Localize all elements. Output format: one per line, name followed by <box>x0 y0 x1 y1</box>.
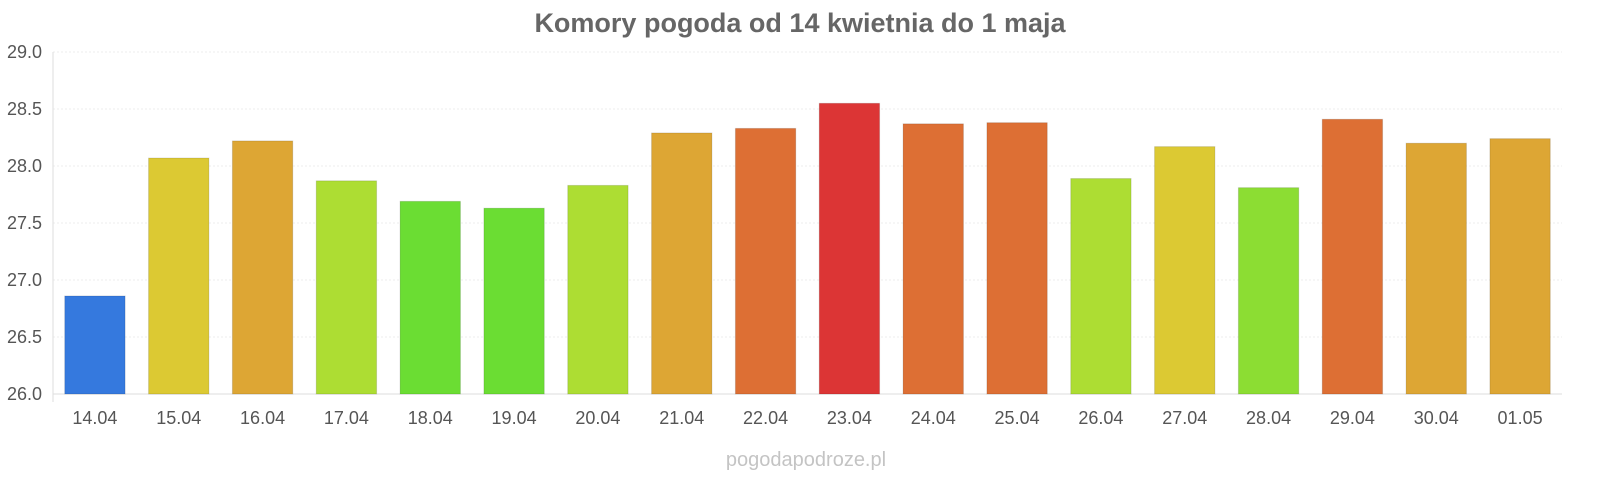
bar <box>1405 142 1467 395</box>
bar <box>734 127 797 395</box>
x-tick-label: 18.04 <box>408 408 453 428</box>
bar <box>902 123 964 395</box>
y-tick-label: 27.5 <box>7 213 42 233</box>
bar <box>818 102 881 395</box>
y-tick-label: 28.0 <box>7 156 42 176</box>
x-tick-label: 19.04 <box>492 408 537 428</box>
x-tick-label: 26.04 <box>1078 408 1123 428</box>
bar <box>651 132 713 395</box>
x-tick-label: 17.04 <box>324 408 369 428</box>
bar <box>567 184 629 395</box>
bar <box>1489 138 1551 395</box>
x-tick-label: 22.04 <box>743 408 788 428</box>
y-tick-label: 27.0 <box>7 270 42 290</box>
gridlines <box>53 51 1562 338</box>
bar <box>483 207 545 395</box>
bar <box>148 157 210 395</box>
bar <box>231 140 294 395</box>
bar <box>1154 146 1216 395</box>
x-tick-label: 25.04 <box>995 408 1040 428</box>
x-tick-label: 23.04 <box>827 408 872 428</box>
axes <box>52 52 1562 402</box>
x-tick-label: 30.04 <box>1414 408 1459 428</box>
x-axis-ticks: 14.04 15.04 16.04 17.04 18.04 19.04 20.04 21.04… <box>72 408 1542 428</box>
bar <box>1321 118 1384 395</box>
x-tick-label: 28.04 <box>1246 408 1291 428</box>
bar <box>399 200 461 395</box>
source-watermark: pogodapodroze.pl <box>726 449 886 471</box>
x-tick-label: 15.04 <box>156 408 201 428</box>
y-axis-ticks: 26.0 26.5 27.0 27.5 28.0 28.5 29.0 <box>7 42 42 404</box>
x-tick-label: 14.04 <box>72 408 117 428</box>
bar <box>986 122 1048 395</box>
bar <box>64 295 126 395</box>
x-tick-label: 20.04 <box>575 408 620 428</box>
bar <box>1070 178 1132 395</box>
y-tick-label: 26.0 <box>7 384 42 404</box>
x-tick-label: 27.04 <box>1162 408 1207 428</box>
bar <box>1237 187 1300 395</box>
bar <box>315 180 378 395</box>
x-tick-label: 16.04 <box>240 408 285 428</box>
x-tick-label: 29.04 <box>1330 408 1375 428</box>
bars <box>64 102 1551 395</box>
chart-title: Komory pogoda od 14 kwietnia do 1 maja <box>534 8 1066 38</box>
y-tick-label: 29.0 <box>7 42 42 62</box>
y-tick-label: 26.5 <box>7 327 42 347</box>
x-tick-label: 01.05 <box>1498 408 1543 428</box>
x-tick-label: 21.04 <box>659 408 704 428</box>
x-tick-label: 24.04 <box>911 408 956 428</box>
y-tick-label: 28.5 <box>7 99 42 119</box>
